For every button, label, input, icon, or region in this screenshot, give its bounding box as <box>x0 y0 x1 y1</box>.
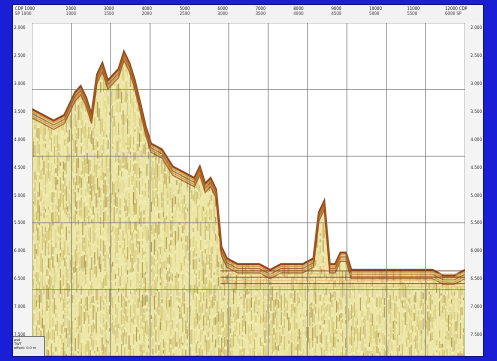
header-cdp-label: 6000 <box>217 6 228 11</box>
header-sp-label: 2000 <box>141 11 152 16</box>
scale-tick-label: 4.000 <box>14 136 26 142</box>
header-cdp-label: 2000 <box>65 6 77 11</box>
header-sp-label: 3500 <box>255 11 266 16</box>
header-label-5: 6000 3000 <box>218 6 228 16</box>
seismic-svg <box>32 23 465 356</box>
header-label-8: 9000 4500 <box>331 6 341 16</box>
header-label-0: CDP 1000 SP 1000 <box>15 6 35 16</box>
header-label-10: 11000 5500 <box>407 6 420 16</box>
header-label-1: 2000 1000 <box>66 6 76 16</box>
scale-tick-label: 2.000 <box>470 25 482 30</box>
scale-tick-label: 7.500 <box>14 332 26 338</box>
header-sp-label: 1000 <box>65 11 77 16</box>
seismic-viewer: CDP 1000 SP 1000 2000 1000 3000 1500 4000 2000 5… <box>12 4 484 357</box>
trace-header-bar: CDP 1000 SP 1000 2000 1000 3000 1500 4000 2000 5… <box>13 5 483 24</box>
scale-tick-label: 5.000 <box>470 192 482 198</box>
header-sp-label: 4500 <box>331 11 342 16</box>
scale-tick-label: 3.500 <box>14 108 26 114</box>
scale-tick-label: 2.000 <box>14 25 26 30</box>
header-label-2: 3000 1500 <box>104 6 114 16</box>
header-label-4: 5000 2500 <box>180 6 190 16</box>
scale-tick-label: 7.000 <box>470 304 482 310</box>
scale-tick-label: 6.500 <box>14 276 26 282</box>
scale-tick-label: 3.000 <box>470 80 482 86</box>
info-line-3: offset: 0.0 m <box>14 346 37 350</box>
left-twt-scale: 2.000 2.500 3.000 3.500 4.000 4.500 5.000 5.500… <box>13 23 33 356</box>
header-sp-label: 1500 <box>103 11 114 16</box>
scale-tick-label: 4.500 <box>470 164 482 170</box>
scale-tick-label: 6.500 <box>470 276 482 282</box>
scale-tick-label: 5.500 <box>470 220 482 226</box>
right-twt-scale: 2.000 2.500 3.000 3.500 4.000 4.500 5.000 5.500… <box>464 23 483 356</box>
header-sp-label: 4000 <box>293 11 304 16</box>
scale-tick-label: 3.000 <box>14 80 26 86</box>
header-label-9: 10000 5000 <box>369 6 382 16</box>
header-cdp-label: 4000 <box>141 6 152 11</box>
header-cdp-label: 8000 <box>293 6 304 11</box>
header-sp-label: 5500 <box>407 11 418 16</box>
header-sp-label: 2500 <box>179 11 190 16</box>
scale-tick-label: 5.000 <box>14 192 26 198</box>
scale-tick-label: 7.000 <box>14 304 26 310</box>
header-sp-label: 6000 SP <box>445 11 462 16</box>
scale-tick-label: 3.500 <box>470 108 482 114</box>
scale-tick-label: 4.000 <box>470 136 482 142</box>
header-cdp-label: 5000 <box>179 6 190 11</box>
header-sp-label: SP 1000 <box>15 11 32 16</box>
scale-tick-label: 4.500 <box>14 164 26 170</box>
scale-tick-label: 6.000 <box>14 248 26 254</box>
header-label-3: 4000 2000 <box>142 6 152 16</box>
header-cdp-label: 9000 <box>331 6 342 11</box>
header-label-7: 8000 4000 <box>293 6 303 16</box>
header-cdp-label: 10000 <box>369 6 382 11</box>
info-line-1: psd <box>14 338 21 342</box>
header-label-6: 7000 3500 <box>255 6 265 16</box>
header-sp-label: 3000 <box>217 11 228 16</box>
section-info-box: psd TWT offset: 0.0 m <box>13 336 45 356</box>
header-cdp-label: 7000 <box>255 6 266 11</box>
scale-tick-label: 7.500 <box>470 332 482 338</box>
seismic-section-plot[interactable] <box>32 23 465 356</box>
scale-tick-label: 6.000 <box>470 248 482 254</box>
header-cdp-label: CDP 1000 <box>15 6 35 11</box>
scale-tick-label: 2.500 <box>470 52 482 58</box>
header-label-11: 12000 CDP 6000 SP <box>445 6 467 16</box>
scale-tick-label: 2.500 <box>14 52 26 58</box>
scale-tick-label: 5.500 <box>14 220 26 226</box>
header-cdp-label: 3000 <box>103 6 114 11</box>
header-sp-label: 5000 <box>369 11 380 16</box>
info-line-2: TWT <box>14 342 22 346</box>
header-cdp-label: 12000 CDP <box>445 6 468 11</box>
header-cdp-label: 11000 <box>407 6 420 11</box>
seafloor-reflector <box>32 58 465 285</box>
